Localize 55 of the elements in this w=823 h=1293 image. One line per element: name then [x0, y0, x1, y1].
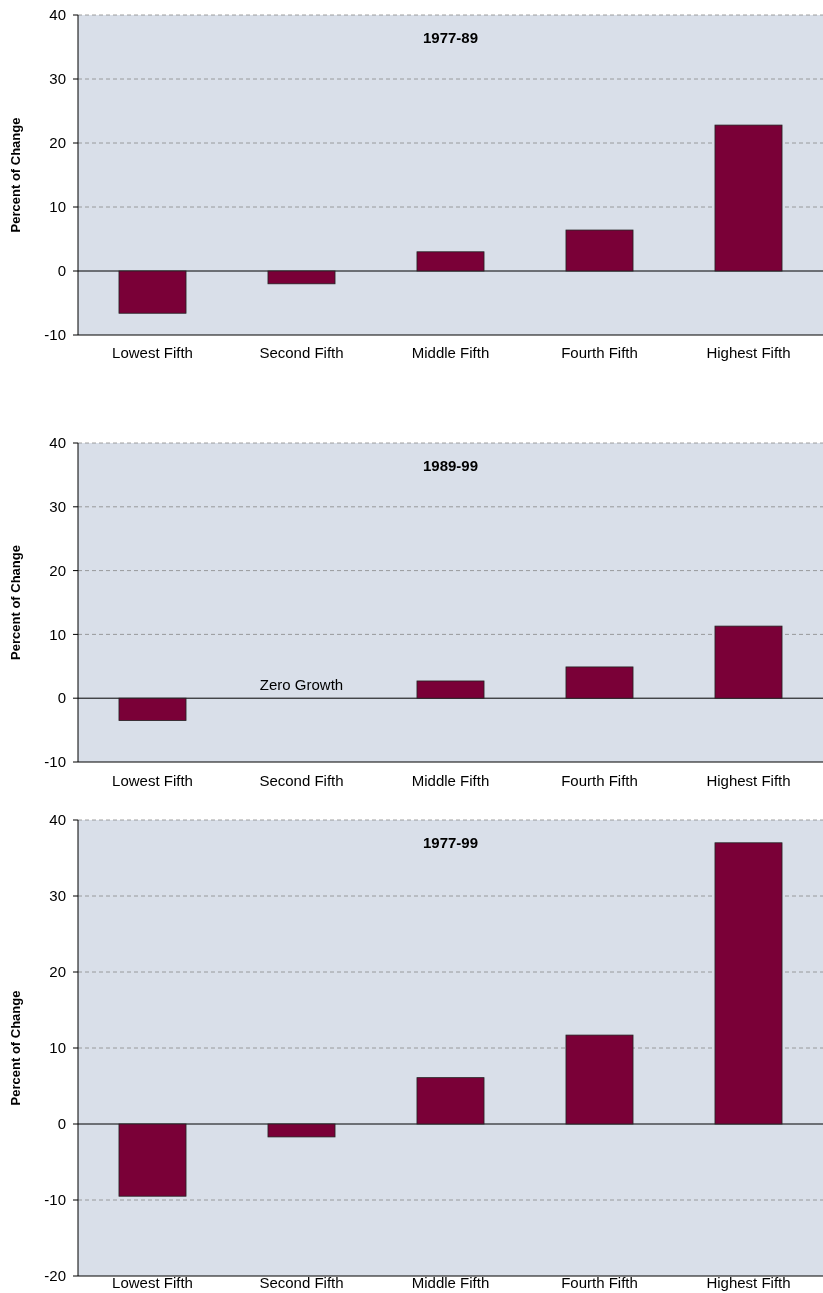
- x-tick-label: Second Fifth: [259, 344, 344, 361]
- y-tick-label: 20: [49, 561, 66, 579]
- y-axis-title: Percent of Change: [8, 545, 23, 660]
- y-axis-title: Percent of Change: [8, 117, 23, 233]
- text: 1977-99: [422, 834, 479, 851]
- bar: [267, 1123, 336, 1138]
- y-tick-label: 10: [49, 625, 66, 643]
- y-tick-label: 40: [49, 434, 66, 452]
- bar: [118, 697, 187, 721]
- y-tick-label: 20: [49, 134, 66, 152]
- x-tick-label: Lowest Fifth: [112, 344, 193, 361]
- y-tick-label: 30: [49, 70, 66, 88]
- bar: [118, 270, 187, 314]
- annotation: Zero Growth: [259, 676, 344, 694]
- x-tick-label: Highest Fifth: [706, 772, 791, 789]
- y-tick-label: 0: [57, 1115, 66, 1133]
- bar: [565, 666, 634, 699]
- y-tick-label: 0: [57, 689, 66, 707]
- x-tick-label: Second Fifth: [259, 1274, 344, 1291]
- x-tick-label: Fourth Fifth: [561, 772, 638, 789]
- x-tick-label: Middle Fifth: [411, 344, 490, 361]
- y-tick-label: -20: [44, 1267, 66, 1285]
- y-tick-label: 40: [49, 811, 66, 829]
- y-tick-label: 30: [49, 887, 66, 905]
- y-tick-label: 0: [57, 262, 66, 280]
- bar: [714, 842, 783, 1125]
- bar: [416, 1077, 485, 1125]
- bar: [267, 270, 336, 285]
- bar: [118, 1123, 187, 1197]
- x-tick-label: Lowest Fifth: [112, 1274, 193, 1291]
- x-tick-label: Middle Fifth: [411, 772, 490, 789]
- y-tick-label: -10: [44, 1191, 66, 1209]
- y-tick-label: 20: [49, 963, 66, 981]
- bar: [565, 229, 634, 272]
- bar: [714, 124, 783, 272]
- x-tick-label: Lowest Fifth: [112, 772, 193, 789]
- x-tick-label: Fourth Fifth: [561, 344, 638, 361]
- y-tick-label: 10: [49, 198, 66, 216]
- bar: [416, 680, 485, 699]
- y-tick-label: 30: [49, 498, 66, 516]
- text: 1977-89: [422, 29, 479, 46]
- y-axis-title: Percent of Change: [8, 990, 23, 1106]
- text: 1989-99: [422, 457, 479, 474]
- y-tick-label: 10: [49, 1039, 66, 1057]
- y-tick-label: -10: [44, 326, 66, 344]
- x-tick-label: Second Fifth: [259, 772, 344, 789]
- bar: [416, 251, 485, 272]
- bar: [714, 625, 783, 699]
- bar: [565, 1034, 634, 1125]
- y-tick-label: 40: [49, 6, 66, 24]
- y-tick-label: -10: [44, 753, 66, 771]
- x-tick-label: Fourth Fifth: [561, 1274, 638, 1291]
- x-tick-label: Highest Fifth: [706, 344, 791, 361]
- x-tick-label: Middle Fifth: [411, 1274, 490, 1291]
- x-tick-label: Highest Fifth: [706, 1274, 791, 1291]
